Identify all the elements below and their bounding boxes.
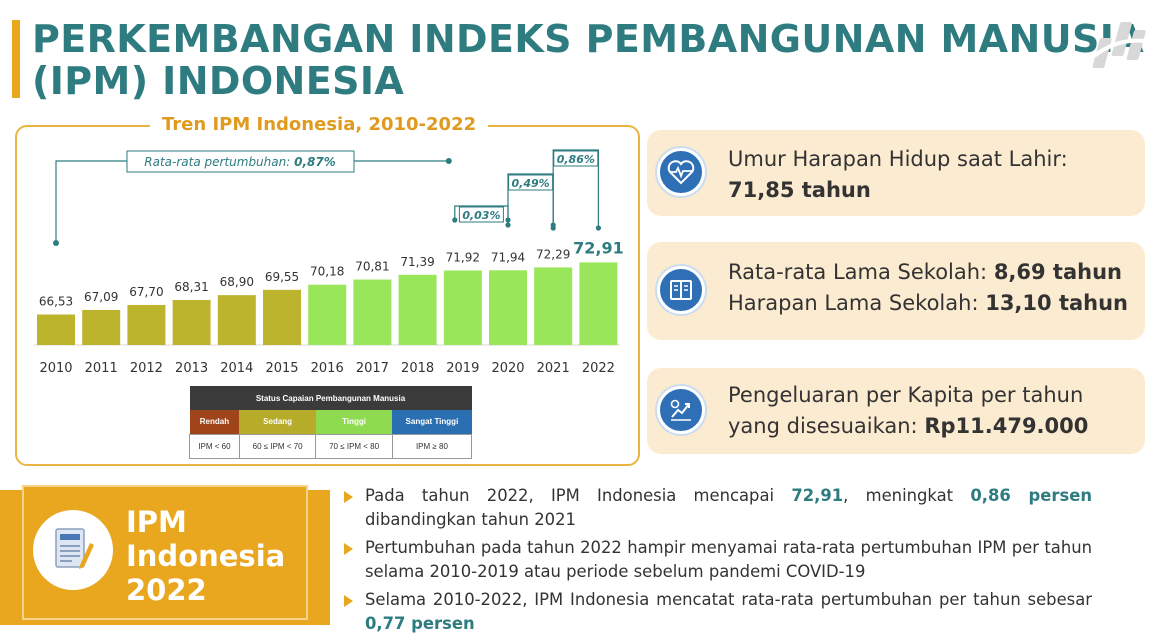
x-tick-2017: 2017 xyxy=(356,361,389,376)
expenditure-label-2: yang disesuaikan: xyxy=(728,414,925,438)
growth-bracket-dot xyxy=(505,222,511,228)
bullet-arrow-icon xyxy=(344,491,353,503)
book-icon xyxy=(657,266,705,314)
data-label-2018: 71,39 xyxy=(400,255,434,269)
bar-2019 xyxy=(443,270,482,345)
avg-growth-bracket-dot xyxy=(445,158,452,164)
bullet-item: Pada tahun 2022, IPM Indonesia mencapai … xyxy=(340,484,1092,532)
bullet-item: Pertumbuhan pada tahun 2022 hampir menya… xyxy=(340,536,1092,584)
expenditure-value: Rp11.479.000 xyxy=(924,414,1089,438)
bar-2021 xyxy=(534,267,573,345)
expected-years-schooling-value: 13,10 tahun xyxy=(985,291,1128,315)
bullet-arrow-icon xyxy=(344,595,353,607)
x-tick-2021: 2021 xyxy=(537,361,570,376)
growth-bracket-dot xyxy=(595,225,602,231)
growth-bracket-2022 xyxy=(552,149,600,228)
ipm-panel-title: IPM Indonesia 2022 xyxy=(126,505,285,607)
bar-2017 xyxy=(353,279,392,345)
bar-2014 xyxy=(217,295,256,345)
bar-2016 xyxy=(308,284,347,345)
heart-pulse-icon xyxy=(657,148,705,196)
expenditure-card: Pengeluaran per Kapita per tahun yang di… xyxy=(647,368,1145,454)
status-sangat-tinggi-range: IPM ≥ 80 xyxy=(391,433,473,459)
bullet-item: Selama 2010-2022, IPM Indonesia mencatat… xyxy=(340,588,1092,635)
growth-label-2020: 0,03% xyxy=(462,209,500,222)
data-label-2010: 66,53 xyxy=(39,295,73,309)
ipm-panel-line1: IPM xyxy=(126,505,187,539)
status-tinggi-label: Tinggi xyxy=(315,410,393,434)
growth-bracket-dot xyxy=(550,225,556,231)
x-tick-2019: 2019 xyxy=(446,361,479,376)
data-label-2013: 68,31 xyxy=(174,280,208,294)
status-legend-header: Status Capaian Pembangunan Manusia xyxy=(255,393,406,403)
x-tick-2013: 2013 xyxy=(175,361,208,376)
expected-years-schooling-label: Harapan Lama Sekolah: xyxy=(728,291,986,315)
x-tick-2012: 2012 xyxy=(130,361,163,376)
bar-2015 xyxy=(263,289,301,345)
data-label-2012: 67,70 xyxy=(129,285,163,299)
data-label-2015: 69,55 xyxy=(265,270,299,284)
bar-2013 xyxy=(172,299,211,345)
data-label-2016: 70,18 xyxy=(310,265,344,279)
bar-2010 xyxy=(37,314,75,345)
avg-growth-bracket xyxy=(55,160,449,243)
x-tick-2016: 2016 xyxy=(311,361,344,376)
bar-2020 xyxy=(489,270,527,345)
x-tick-2011: 2011 xyxy=(85,361,118,376)
page-title-line1: PERKEMBANGAN INDEKS PEMBANGUNAN MANUSIA xyxy=(32,17,1145,61)
ipm-panel-line2: Indonesia xyxy=(126,539,286,573)
growth-bracket-dot xyxy=(452,217,458,223)
life-expectancy-value: 71,85 tahun xyxy=(728,178,871,202)
data-label-2017: 70,81 xyxy=(355,260,389,274)
growth-box-2022 xyxy=(553,150,599,167)
status-rendah-range: IPM < 60 xyxy=(189,433,240,459)
bar-2018 xyxy=(398,274,437,345)
life-expectancy-card: Umur Harapan Hidup saat Lahir: 71,85 tah… xyxy=(647,130,1145,216)
ipm-panel-line3: 2022 xyxy=(126,573,207,607)
bar-2022 xyxy=(579,262,618,345)
data-label-2019: 71,92 xyxy=(446,250,480,264)
status-rendah-label: Rendah xyxy=(189,410,240,434)
page-title-line2: (IPM) INDONESIA xyxy=(32,59,405,103)
ipm-bar-chart: 66,53 2010 67,09 2011 67,70 2012 68,31 2013 68,9… xyxy=(34,149,624,376)
page-title: PERKEMBANGAN INDEKS PEMBANGUNAN MANUSIA … xyxy=(32,18,1144,102)
expenditure-label: Pengeluaran per Kapita per tahun xyxy=(728,383,1084,407)
status-legend-table: Status Capaian Pembangunan Manusia Renda… xyxy=(189,386,473,459)
document-icon xyxy=(33,510,113,590)
growth-label-2022: 0,86% xyxy=(557,153,595,166)
x-tick-2018: 2018 xyxy=(401,361,434,376)
mean-years-schooling-label: Rata-rata Lama Sekolah: xyxy=(728,260,994,284)
status-sangat-tinggi-label: Sangat Tinggi xyxy=(392,410,472,434)
growth-box-2021 xyxy=(508,174,554,191)
data-label-2022: 72,91 xyxy=(573,238,624,257)
avg-growth-box xyxy=(126,150,355,173)
x-tick-2022: 2022 xyxy=(582,361,615,376)
data-label-2021: 72,29 xyxy=(536,247,570,261)
bar-2011 xyxy=(82,309,121,345)
avg-growth-bracket-dot xyxy=(53,240,59,246)
x-tick-2014: 2014 xyxy=(220,361,253,376)
growth-label-2021: 0,49% xyxy=(512,177,550,190)
money-growth-icon xyxy=(657,386,705,434)
growth-box-2020 xyxy=(458,206,504,223)
bar-2012 xyxy=(127,304,166,345)
life-expectancy-label: Umur Harapan Hidup saat Lahir: xyxy=(728,147,1068,171)
schooling-card: Rata-rata Lama Sekolah: 8,69 tahun Harap… xyxy=(647,242,1145,340)
data-label-2020: 71,94 xyxy=(491,250,525,264)
summary-bullets: Pada tahun 2022, IPM Indonesia mencapai … xyxy=(340,484,1092,635)
x-tick-2010: 2010 xyxy=(39,361,72,376)
data-label-2011: 67,09 xyxy=(84,290,118,304)
bullet-arrow-icon xyxy=(344,543,353,555)
status-tinggi-range: 70 ≤ IPM < 80 xyxy=(315,433,393,459)
data-label-2014: 68,90 xyxy=(220,275,254,289)
x-tick-2020: 2020 xyxy=(491,361,524,376)
x-tick-2015: 2015 xyxy=(265,361,298,376)
status-sedang-range: 60 ≤ IPM < 70 xyxy=(238,433,317,459)
title-accent-bar xyxy=(12,20,20,98)
chart-title: Tren IPM Indonesia, 2010-2022 xyxy=(150,114,489,135)
bps-logo-icon xyxy=(1092,22,1153,68)
avg-growth-label: Rata-rata pertumbuhan: 0,87% xyxy=(144,155,335,169)
status-sedang-label: Sedang xyxy=(239,410,316,434)
mean-years-schooling-value: 8,69 tahun xyxy=(993,260,1122,284)
